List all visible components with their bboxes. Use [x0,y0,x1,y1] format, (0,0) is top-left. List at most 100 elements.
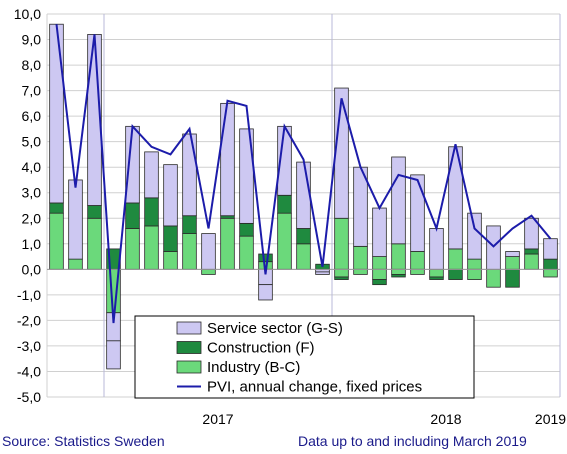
bar-segment [467,258,482,270]
bar-segment [315,271,330,275]
y-tick-label: 9,0 [22,32,42,48]
bar-segment [486,268,501,288]
bar-segment [277,212,292,270]
bar-segment [201,233,216,270]
bar-segment [87,205,102,219]
y-tick-label: 5,0 [22,134,42,150]
bar-segment [372,268,387,280]
y-tick-labels: 10,0 9,0 8,0 7,0 6,0 5,0 4,0 3,0 2,0 1,0 0,0 -1,0 -2… [14,6,41,405]
year-label: 2019 [535,411,566,427]
y-tick-label: 1,0 [22,236,42,252]
y-tick-label: -1,0 [17,287,41,303]
y-tick-label: -2,0 [17,312,41,328]
bar-segment [68,258,83,270]
bar-segment [49,212,64,270]
bar-segment [391,274,406,278]
bar-segment [87,217,102,270]
bar-segment [182,133,197,217]
bar-segment [524,253,539,270]
legend-label: PVI, annual change, fixed prices [207,379,422,396]
bar-segment [448,248,463,270]
bar-segment [448,268,463,280]
bar-segment [543,268,558,278]
bar-segment [163,164,178,227]
bar-segment [144,225,159,270]
bar-segment [258,284,273,301]
bar-segment [353,268,368,275]
bar-segment [239,235,254,270]
legend-label: Construction (F) [207,340,315,357]
bar-segment [277,194,292,214]
bar-segment [467,212,482,260]
pvi-line-group [55,24,552,324]
bar-segment [372,207,387,257]
bar-segment [391,268,406,275]
bar-segment [353,245,368,270]
bar-segment [505,256,520,270]
bar-segment [258,253,273,263]
bar-segment [391,156,406,245]
bar-segment [524,217,539,250]
bar-segment [391,243,406,270]
bar-segment [429,276,444,280]
bar-segment [239,222,254,237]
bar-segment [334,217,349,270]
bar-segment [543,258,558,270]
y-tick-label: 7,0 [22,83,42,99]
legend-swatch [176,341,202,354]
bar-segment [182,233,197,270]
y-tick-label: -4,0 [17,363,41,379]
year-label: 2017 [202,411,233,427]
bar-segment [296,228,311,245]
bar-segment [144,197,159,227]
bar-segment [68,179,83,260]
pvi-line [55,24,552,324]
bar-segment [334,268,349,278]
bar-segment [429,228,444,270]
y-tick-label: 2,0 [22,210,42,226]
bar-segment [467,268,482,280]
bar-segment [410,251,425,270]
bar-segment [429,268,444,278]
bar-segment [49,202,64,214]
bar-segment [49,23,64,204]
bar-segment [220,102,235,217]
y-tick-label: 0,0 [22,261,42,277]
bar-segment [505,268,520,288]
y-tick-label: 8,0 [22,57,42,73]
bar-segment [125,228,140,270]
bar-segment [239,128,254,224]
y-tick-label: 6,0 [22,108,42,124]
bar-segment [106,340,121,370]
bar-segment [372,279,387,286]
y-tick-label: 4,0 [22,159,42,175]
bar-segment [524,248,539,255]
bar-segment [220,217,235,270]
bar-segment [334,276,349,280]
bar-segment [296,161,311,229]
bar-segment [125,202,140,229]
bar-segment [296,243,311,270]
data-note: Data up to and including March 2019 [298,433,527,449]
bar-segment [163,251,178,270]
legend-label: Service sector (G-S) [207,320,343,337]
y-tick-label: -3,0 [17,338,41,354]
legend-swatch [176,360,202,374]
y-tick-label: -5,0 [17,389,41,405]
bar-segment [543,238,558,260]
bar-segment [125,125,140,204]
y-tick-label: 10,0 [14,6,41,22]
bar-segment [505,251,520,257]
bar-segment [182,215,197,234]
bar-segment [201,268,216,275]
year-labels: 2017 2018 2019 [202,411,566,427]
bar-segment [372,256,387,270]
legend-label: Industry (B-C) [207,359,300,376]
bar-segment [144,151,159,199]
legend-swatch [176,321,202,335]
bar-segment [410,174,425,252]
bars-group [49,23,558,370]
bar-segment [334,87,349,219]
year-label: 2018 [430,411,461,427]
source-note: Source: Statistics Sweden [2,433,165,449]
